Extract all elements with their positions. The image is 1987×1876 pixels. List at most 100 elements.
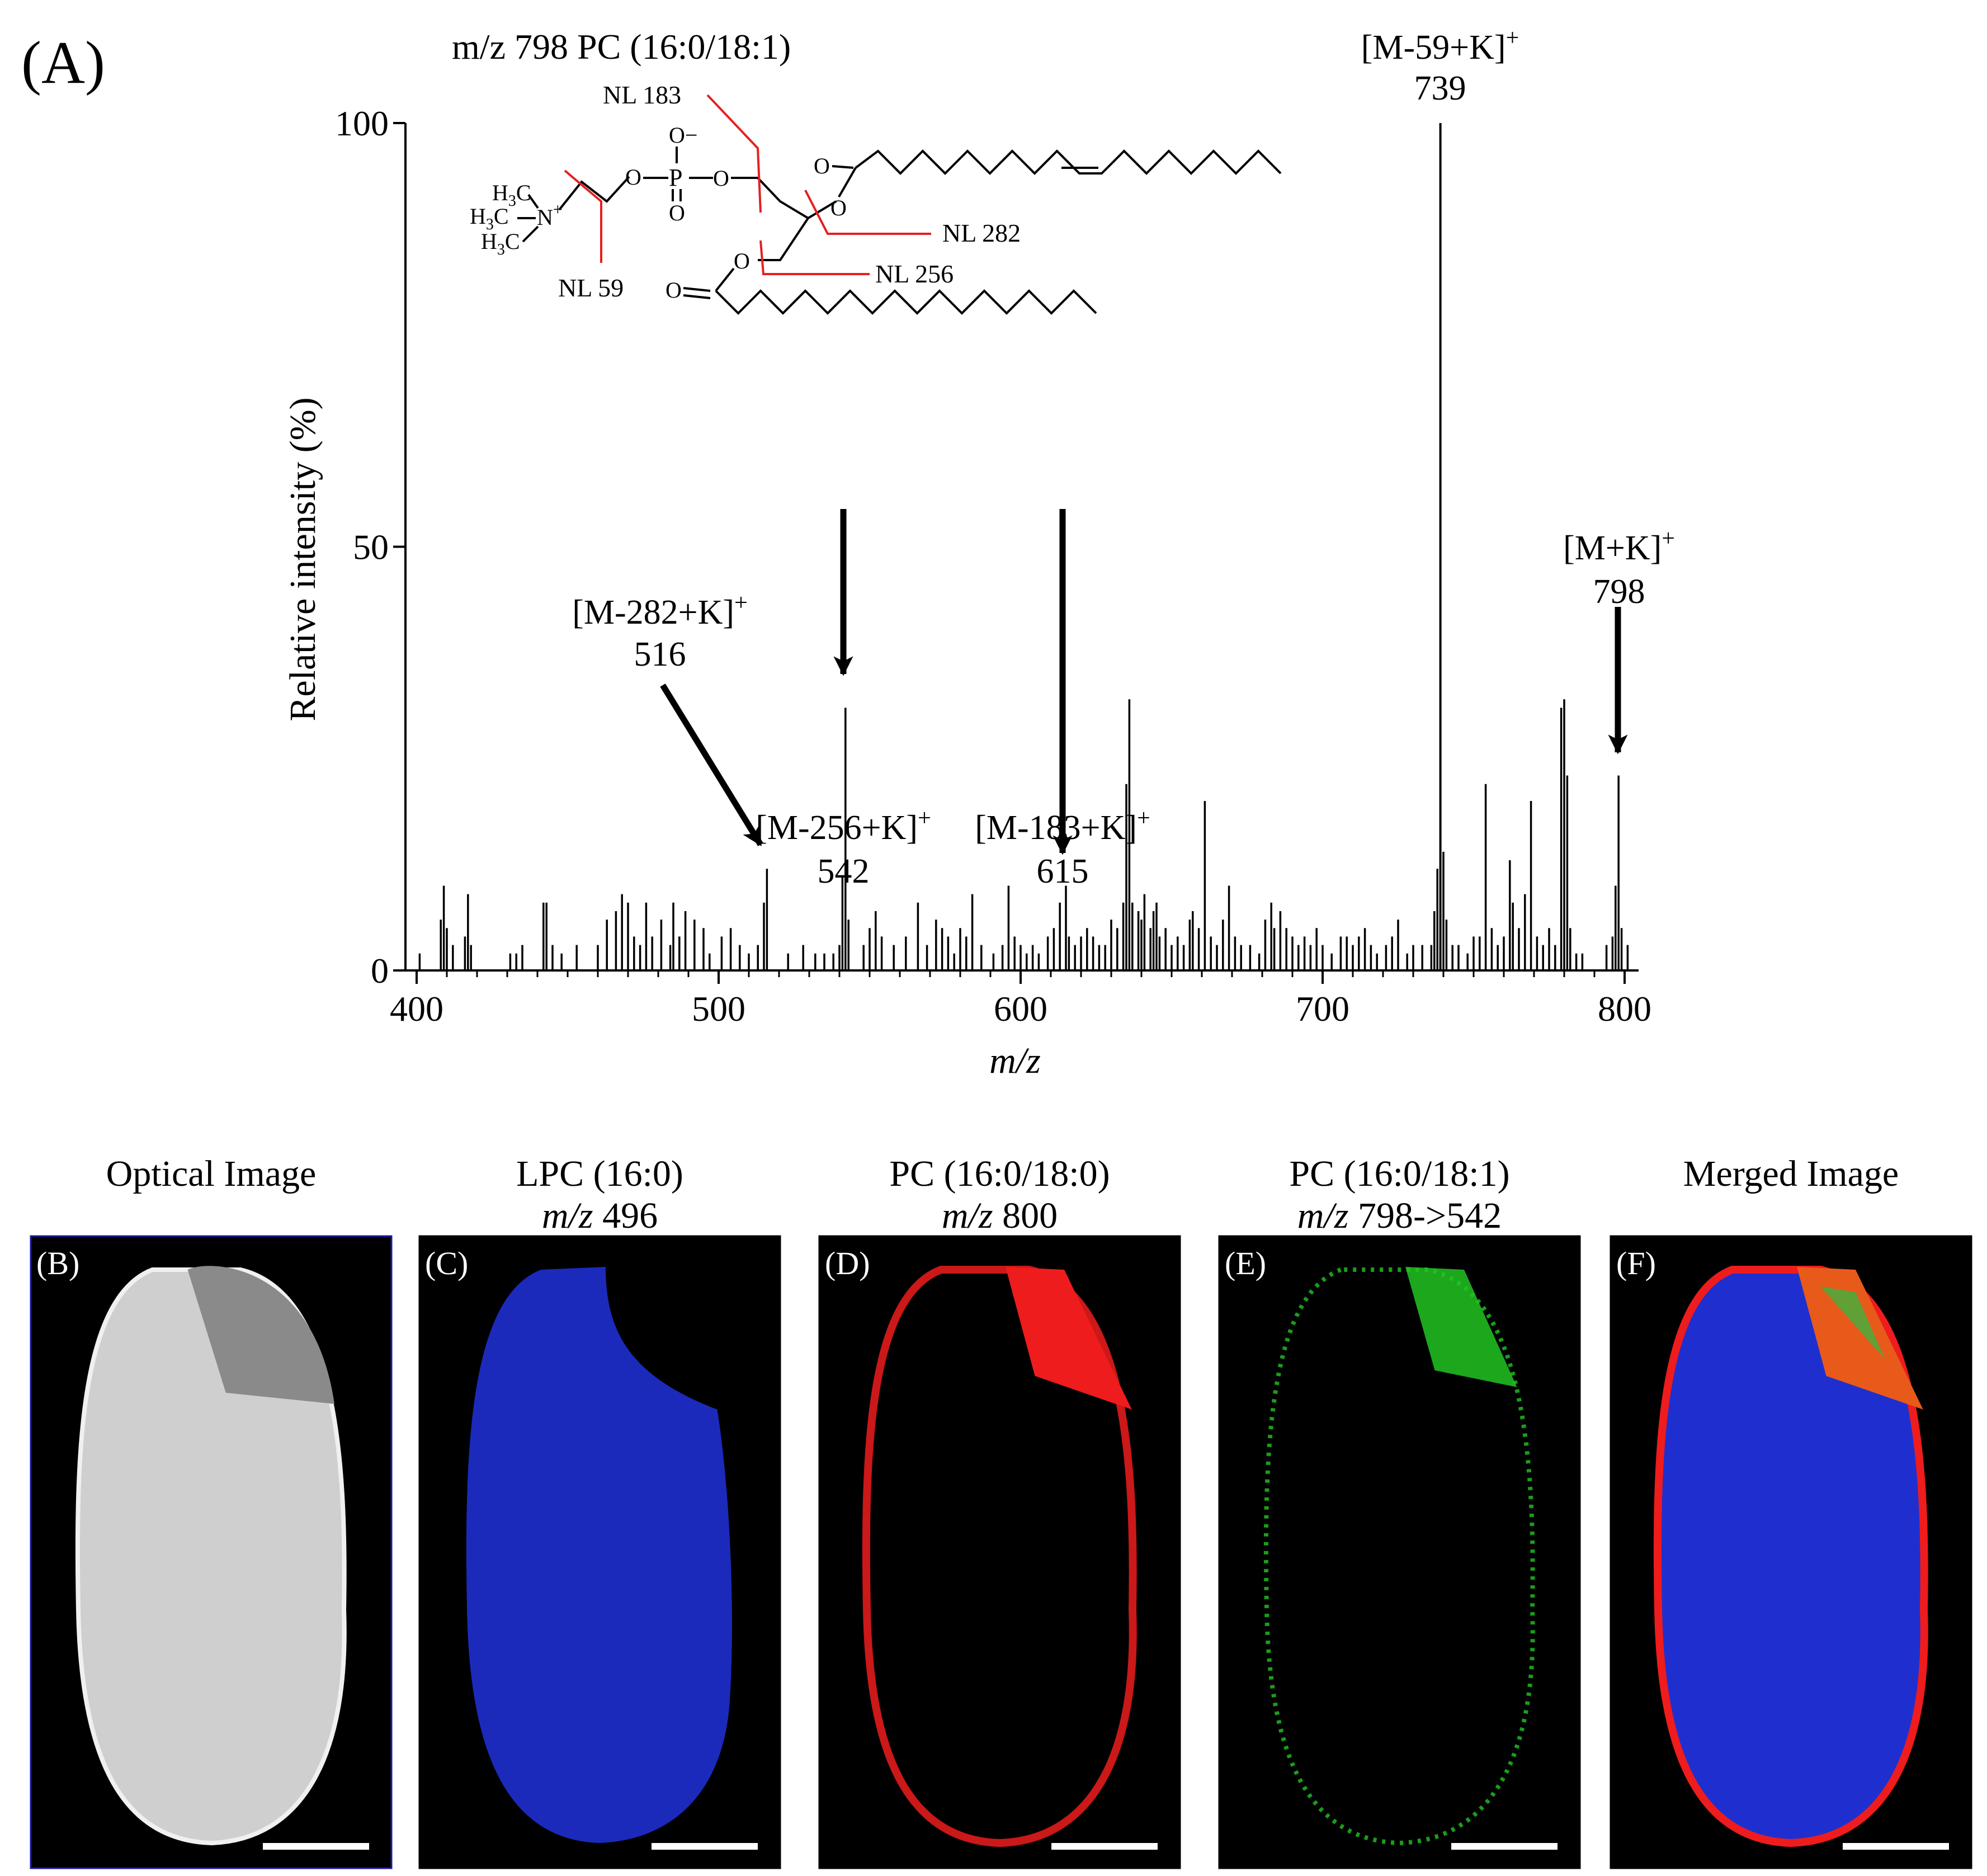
double-bond — [683, 287, 711, 292]
annotation-mz-3: 739 — [1414, 69, 1466, 107]
panel-subtitle-1: m/z 496 — [542, 1195, 658, 1236]
double-bond — [832, 165, 854, 169]
choline-chain — [558, 176, 630, 211]
structure-title: m/z 798 PC (16:0/18:1) — [452, 27, 791, 67]
annotation-ion-0: [M-282+K]+ — [572, 590, 748, 631]
oxygen-carbonyl-sn1: O — [666, 277, 682, 303]
panel-title-1: LPC (16:0) — [516, 1153, 683, 1194]
bond — [527, 194, 539, 209]
palmitoyl-chain — [715, 289, 1097, 315]
annotation-ion-1: [M-256+K]+ — [756, 805, 931, 847]
scale-bar-0 — [263, 1843, 369, 1850]
scale-bar-1 — [652, 1843, 758, 1850]
panel-title-3: PC (16:0/18:1) — [1289, 1153, 1509, 1194]
nl-256-line — [759, 240, 870, 275]
oleoyl-chain — [855, 149, 1282, 175]
optical-seed-image — [75, 1267, 347, 1846]
pc-1800-rim — [862, 1266, 1137, 1847]
scale-bar-4 — [1843, 1843, 1949, 1850]
methyl-2: H3C — [470, 204, 509, 233]
x-axis-label: m/z — [989, 1040, 1041, 1081]
panel-subtitle-3: m/z 798->542 — [1297, 1195, 1502, 1236]
image-panel-1: LPC (16:0)m/z 496 (C) — [418, 1153, 781, 1869]
annotation-ion-3: [M-59+K]+ — [1361, 25, 1519, 67]
nl-256-label: NL 256 — [875, 260, 954, 288]
x-tick-label-2: 600 — [994, 989, 1047, 1029]
annotation-mz-2: 615 — [1037, 852, 1089, 890]
oxygen-2: O — [713, 166, 729, 191]
oxygen-1: O — [625, 164, 641, 190]
x-tick-label-1: 500 — [692, 989, 745, 1029]
nl-282-line — [804, 190, 931, 235]
methyl-1: H3C — [492, 180, 531, 210]
image-panel-2: PC (16:0/18:0)m/z 800 (D) — [818, 1153, 1181, 1869]
panel-letter-0: (B) — [36, 1245, 79, 1281]
y-tick-label-1: 50 — [353, 527, 389, 567]
glycerol-backbone-down — [758, 217, 809, 261]
panel-title-0: Optical Image — [106, 1153, 317, 1194]
ms-image-panels: Optical Image (B) LPC (16:0)m/z 496 (C) PC (… — [30, 1153, 1972, 1869]
nl-183-label: NL 183 — [603, 81, 681, 109]
merged-embryo-green — [1820, 1286, 1885, 1359]
trimethyl-group: H3C H3C H3C N+ — [470, 180, 563, 258]
panel-letter-1: (C) — [425, 1245, 468, 1281]
panel-a-letter: (A) — [21, 30, 105, 96]
nl-59-line — [564, 169, 602, 263]
scale-bar-2 — [1051, 1843, 1158, 1850]
y-axis-ticks: 0 50 100 — [335, 103, 405, 991]
y-tick-label-0: 0 — [371, 951, 389, 991]
x-tick-label-0: 400 — [390, 989, 443, 1029]
panel-letter-2: (D) — [825, 1245, 870, 1281]
panel-frame-3 — [1218, 1235, 1581, 1869]
nl-59-label: NL 59 — [558, 274, 624, 302]
oxygen-sn1: O — [734, 248, 750, 274]
bond — [522, 225, 539, 243]
image-panel-4: Merged Image (F) — [1610, 1153, 1972, 1869]
ms-spectrum-chart: 0 50 100 400 500 600 700 800 Relative intensit… — [282, 25, 1675, 1081]
oxygen-minus: O− — [669, 122, 697, 148]
phosphorus-atom: P — [669, 164, 682, 191]
double-bond — [683, 294, 711, 299]
panel-title-2: PC (16:0/18:0) — [889, 1153, 1110, 1194]
oxygen-double: O — [669, 200, 685, 225]
pc-1800-embryo — [1006, 1267, 1132, 1410]
panel-subtitle-2: m/z 800 — [942, 1195, 1058, 1236]
merged-distribution — [1653, 1266, 1928, 1847]
annotation-ion-4: [M+K]+ — [1563, 526, 1675, 567]
pc-1801-rim — [1263, 1267, 1535, 1846]
x-tick-label-3: 700 — [1296, 989, 1349, 1029]
y-axis-label: Relative intensity (%) — [282, 397, 323, 721]
y-tick-label-2: 100 — [335, 103, 389, 143]
methyl-3: H3C — [481, 229, 520, 258]
bond — [807, 200, 837, 219]
nitrogen-atom: N+ — [537, 200, 563, 230]
panel-letter-3: (E) — [1225, 1245, 1266, 1281]
annotation-mz-1: 542 — [818, 852, 870, 890]
glycerol-backbone — [731, 177, 809, 219]
scale-bar-3 — [1451, 1843, 1557, 1850]
x-tick-label-4: 800 — [1598, 989, 1651, 1029]
annotation-mz-4: 798 — [1593, 573, 1645, 611]
nl-183-line — [706, 94, 762, 213]
annotation-mz-0: 516 — [634, 635, 686, 673]
cleavage-lines — [564, 94, 931, 275]
nl-282-label: NL 282 — [942, 219, 1021, 247]
x-axis-ticks: 400 500 600 700 800 — [390, 970, 1651, 1029]
oxygen-carbonyl-sn2: O — [814, 153, 830, 178]
panel-title-4: Merged Image — [1683, 1153, 1899, 1194]
lpc-distribution — [466, 1267, 732, 1843]
oxygen-sn2: O — [830, 195, 847, 220]
optical-embryo — [187, 1266, 334, 1404]
merged-embryo — [1797, 1267, 1923, 1410]
ion-annotations: [M-282+K]+516[M-256+K]+542[M-183+K]+615[… — [572, 25, 1675, 890]
panel-frame-2 — [818, 1235, 1181, 1869]
annotation-arrow-0 — [660, 684, 763, 846]
bond — [838, 167, 857, 197]
image-panel-0: Optical Image (B) — [30, 1153, 393, 1869]
spectrum-peaks — [418, 123, 1629, 970]
panel-letter-4: (F) — [1616, 1245, 1656, 1281]
pc-molecule-structure: m/z 798 PC (16:0/18:1) H3C H3C H3C N+ O … — [452, 27, 1282, 315]
bond — [715, 267, 735, 292]
image-panel-3: PC (16:0/18:1)m/z 798->542 (E) — [1218, 1153, 1581, 1869]
